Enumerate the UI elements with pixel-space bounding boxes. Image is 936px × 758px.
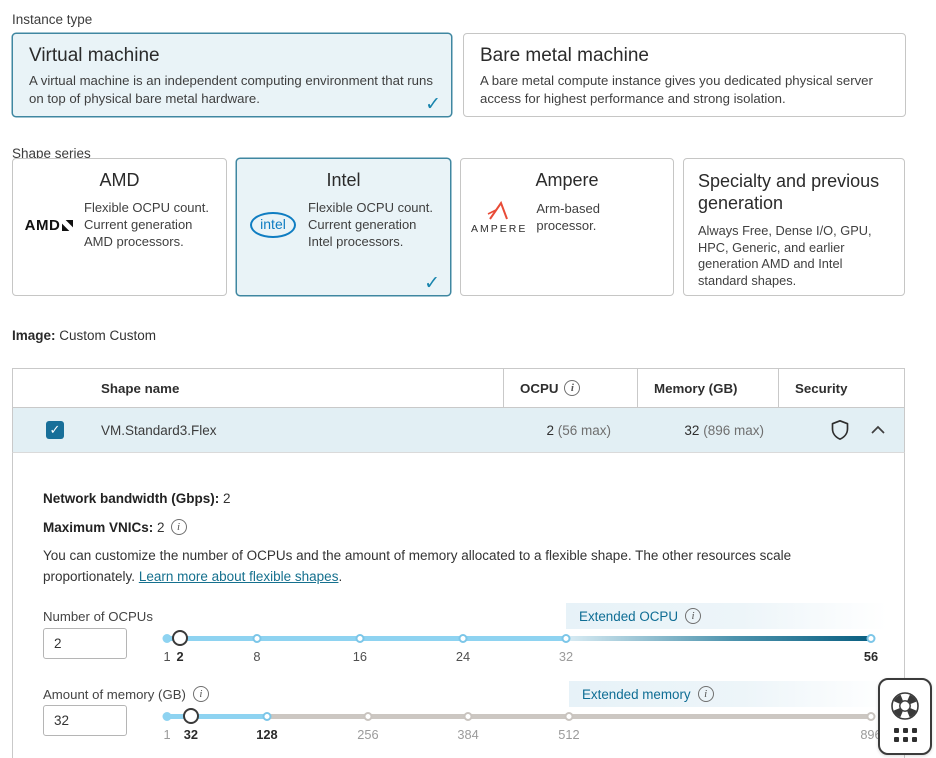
card-title: Virtual machine xyxy=(29,45,160,66)
slider-tick-label: 128 xyxy=(256,727,278,742)
dots-grid-icon xyxy=(893,728,917,742)
intel-logo: intel xyxy=(247,212,299,239)
info-icon[interactable]: i xyxy=(170,519,187,535)
image-label: Image: xyxy=(12,328,56,343)
slider-tick-dot xyxy=(866,712,876,721)
info-icon[interactable]: i xyxy=(192,686,209,702)
ocpu-slider: Extended OCPU i 1 2 8 16 24 32 56 xyxy=(162,603,887,667)
amd-logo: AMD xyxy=(23,217,75,234)
chevron-up-icon[interactable] xyxy=(870,425,886,435)
slider-tick-dot xyxy=(463,712,473,721)
memory-amount-label: Amount of memory (GB) i xyxy=(43,686,209,702)
memory-amount-input[interactable] xyxy=(43,705,127,736)
slider-tick-dot xyxy=(162,712,172,721)
slider-tick-dot xyxy=(561,634,571,643)
card-amd[interactable]: AMD AMD Flexible OCPU count. Current gen… xyxy=(12,158,227,296)
slider-tick-label: 32 xyxy=(183,727,199,742)
image-info-line: Image: Custom Custom xyxy=(12,328,156,343)
shield-outline-icon xyxy=(830,419,850,441)
check-icon: ✓ xyxy=(424,273,440,294)
card-ampere[interactable]: Ampere AMPERE Arm-based processor. xyxy=(460,158,674,296)
ampere-logo: AMPERE xyxy=(471,200,527,235)
card-title: Bare metal machine xyxy=(480,45,649,66)
slider-tick-dot xyxy=(564,712,574,721)
card-title: Intel xyxy=(326,170,361,190)
slider-tick-label: 8 xyxy=(253,649,261,664)
slider-tick-dot xyxy=(363,712,373,721)
card-description: Flexible OCPU count. Current generation … xyxy=(84,200,209,249)
card-title: AMD xyxy=(99,170,140,190)
table-row-vm-standard3-flex[interactable]: ✓ VM.Standard3.Flex 2 (56 max) 32 (896 m… xyxy=(12,408,905,452)
card-intel[interactable]: Intel intel Flexible OCPU count. Current… xyxy=(236,158,451,296)
card-title: Ampere xyxy=(535,170,599,190)
memory-slider: Extended memory i 1 32 128 256 384 512 896 xyxy=(162,681,887,745)
card-description: A bare metal compute instance gives you … xyxy=(480,73,873,106)
slider-tick-label: 2 xyxy=(176,649,184,664)
slider-handle[interactable] xyxy=(182,708,199,724)
shape-table: Shape name OCPU i Memory (GB) Security ✓… xyxy=(12,368,905,452)
card-bare-metal-machine[interactable]: Bare metal machine A bare metal compute … xyxy=(463,33,906,117)
ocpu-tick-labels: 1 2 8 16 24 32 56 xyxy=(163,649,878,665)
memory-tick-labels: 1 32 128 256 384 512 896 xyxy=(163,727,881,743)
column-header-shape-name: Shape name xyxy=(101,380,180,396)
card-virtual-machine[interactable]: Virtual machine A virtual machine is an … xyxy=(12,33,452,117)
slider-tick-dot xyxy=(458,634,468,643)
info-icon[interactable]: i xyxy=(685,608,702,624)
column-header-ocpu: OCPU i xyxy=(503,369,637,407)
card-description: Always Free, Dense I/O, GPU, HPC, Generi… xyxy=(698,222,872,288)
slider-tick-label: 1 xyxy=(163,727,171,742)
card-title: Specialty and previous generation xyxy=(698,171,880,213)
memory-cell: 32 (896 max) xyxy=(684,422,764,438)
table-header-row: Shape name OCPU i Memory (GB) Security xyxy=(12,368,905,408)
slider-tick-label: 32 xyxy=(558,649,574,664)
security-cell xyxy=(778,419,904,441)
ocpu-count-label: Number of OCPUs xyxy=(43,609,153,624)
card-description: Arm-based processor. xyxy=(536,200,600,233)
info-icon[interactable]: i xyxy=(564,380,581,396)
support-help-widget[interactable] xyxy=(878,678,932,755)
slider-tick-label: 24 xyxy=(455,649,471,664)
slider-tick-dot xyxy=(262,712,272,721)
slider-tick-dot xyxy=(866,634,876,643)
ocpu-cell: 2 (56 max) xyxy=(546,422,611,438)
card-description: Flexible OCPU count. Current generation … xyxy=(308,200,433,249)
column-header-memory: Memory (GB) xyxy=(637,369,778,407)
check-icon: ✓ xyxy=(425,94,441,115)
extended-memory-area: Extended memory i xyxy=(568,681,887,707)
row-checkbox[interactable]: ✓ xyxy=(46,421,64,439)
column-header-security: Security xyxy=(778,369,904,407)
life-buoy-icon xyxy=(891,692,919,720)
shape-series-label: Shape series xyxy=(12,146,91,161)
card-specialty-previous-generation[interactable]: Specialty and previous generation Always… xyxy=(683,158,905,296)
slider-tick-dot xyxy=(162,634,172,643)
learn-more-link[interactable]: Learn more about flexible shapes xyxy=(138,569,339,585)
instance-type-label: Instance type xyxy=(12,12,93,27)
card-description: A virtual machine is an independent comp… xyxy=(29,73,433,106)
slider-tick-label: 16 xyxy=(352,649,368,664)
slider-tick-label: 256 xyxy=(357,727,379,742)
image-value: Custom Custom xyxy=(59,328,157,343)
extended-ocpu-area: Extended OCPU i xyxy=(566,603,887,629)
slider-tick-label: 1 xyxy=(163,649,171,664)
flexible-shape-description: You can customize the number of OCPUs an… xyxy=(43,548,792,585)
network-bandwidth-line: Network bandwidth (Gbps): 2 xyxy=(43,491,231,506)
extended-memory-label: Extended memory xyxy=(581,686,691,702)
slider-tick-dot xyxy=(355,634,365,643)
ocpu-count-input[interactable] xyxy=(43,628,127,659)
shape-name: VM.Standard3.Flex xyxy=(101,422,217,438)
slider-tick-label: 56 xyxy=(863,649,879,664)
info-icon[interactable]: i xyxy=(697,686,714,702)
memory-slider-track[interactable] xyxy=(162,707,876,725)
slider-tick-label: 896 xyxy=(860,727,882,742)
slider-tick-label: 384 xyxy=(457,727,479,742)
ocpu-slider-track[interactable] xyxy=(162,629,876,647)
shape-detail-panel: Network bandwidth (Gbps): 2 Maximum VNIC… xyxy=(12,452,905,758)
slider-tick-label: 512 xyxy=(558,727,580,742)
max-vnics-line: Maximum VNICs: 2 i xyxy=(43,519,187,535)
extended-ocpu-label: Extended OCPU xyxy=(579,608,679,624)
slider-tick-dot xyxy=(252,634,262,643)
slider-handle[interactable] xyxy=(172,630,189,646)
